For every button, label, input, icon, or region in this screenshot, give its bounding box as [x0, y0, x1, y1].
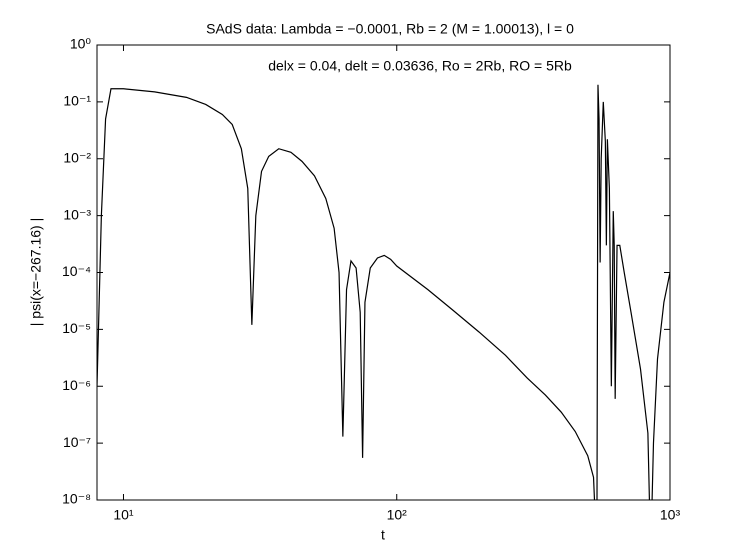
x-tick-label: 10²	[387, 507, 408, 523]
x-axis-label: t	[381, 527, 385, 543]
annotation: delx = 0.04, delt = 0.03636, Ro = 2Rb, R…	[268, 58, 572, 74]
y-tick-label: 10⁻⁵	[62, 320, 91, 336]
y-tick-label: 10⁻³	[63, 206, 91, 222]
x-tick-label: 10³	[660, 507, 681, 523]
y-tick-label: 10⁻⁷	[63, 434, 91, 450]
x-tick-label: 10¹	[113, 507, 134, 523]
y-tick-label: 10⁻²	[63, 149, 91, 165]
data-line	[97, 84, 670, 500]
y-tick-label: 10⁻⁸	[62, 491, 91, 507]
chart-title: SAdS data: Lambda = −0.0001, Rb = 2 (M =…	[206, 21, 574, 37]
y-tick-label: 10⁰	[70, 36, 92, 52]
y-tick-label: 10⁻⁴	[62, 263, 91, 279]
y-tick-label: 10⁻¹	[63, 93, 91, 109]
y-axis-label: | psi(x=−267.16) |	[28, 218, 44, 326]
y-tick-label: 10⁻⁶	[62, 377, 91, 393]
